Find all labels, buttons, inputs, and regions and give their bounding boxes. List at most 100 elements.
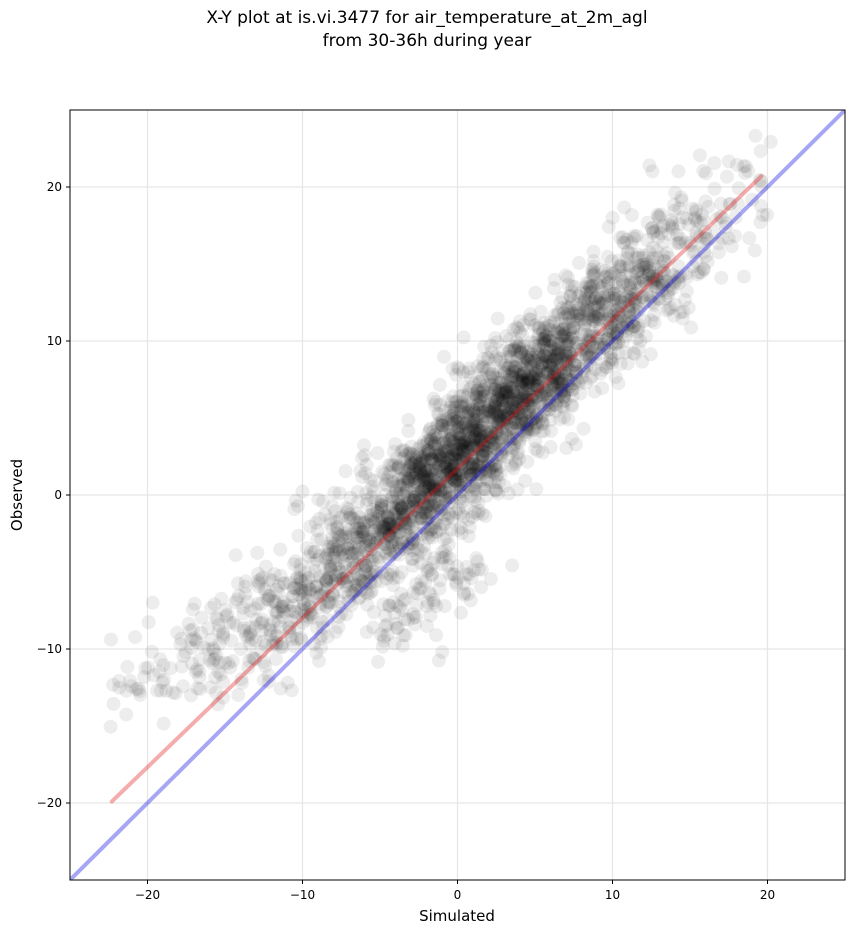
- data-point: [450, 447, 465, 462]
- data-point: [374, 502, 389, 517]
- data-point: [466, 432, 481, 447]
- data-point: [445, 451, 460, 466]
- data-point: [763, 134, 778, 149]
- data-point: [194, 610, 209, 625]
- data-point: [342, 530, 357, 545]
- data-point: [204, 632, 219, 647]
- data-point: [266, 594, 281, 609]
- data-point: [692, 148, 707, 163]
- data-point: [471, 438, 486, 453]
- data-point: [421, 530, 436, 545]
- data-point: [357, 556, 372, 571]
- data-point: [378, 608, 393, 623]
- data-point: [447, 460, 462, 475]
- data-point: [337, 557, 352, 572]
- data-point: [466, 425, 481, 440]
- data-point: [452, 452, 467, 467]
- data-point: [458, 438, 473, 453]
- data-point: [351, 591, 366, 606]
- data-point: [586, 244, 601, 259]
- data-point: [433, 415, 448, 430]
- data-point: [410, 535, 425, 550]
- data-point: [325, 499, 340, 514]
- data-point: [446, 427, 461, 442]
- data-point: [470, 442, 485, 457]
- data-point: [346, 560, 361, 575]
- data-point: [473, 467, 488, 482]
- data-point: [339, 607, 354, 622]
- data-point: [253, 616, 268, 631]
- data-point: [306, 556, 321, 571]
- data-point: [427, 481, 442, 496]
- data-point: [385, 538, 400, 553]
- data-point: [405, 543, 420, 558]
- data-point: [409, 467, 424, 482]
- data-point: [353, 521, 368, 536]
- data-point: [427, 520, 442, 535]
- data-point: [325, 531, 340, 546]
- data-point: [450, 463, 465, 478]
- data-point: [437, 427, 452, 442]
- data-point: [273, 568, 288, 583]
- data-point: [361, 513, 376, 528]
- data-point: [416, 473, 431, 488]
- data-point: [343, 536, 358, 551]
- data-point: [295, 484, 310, 499]
- data-point: [381, 527, 396, 542]
- data-point: [451, 502, 466, 517]
- data-point: [395, 507, 410, 522]
- data-point: [340, 569, 355, 584]
- data-point: [292, 587, 307, 602]
- data-point: [444, 408, 459, 423]
- data-point: [426, 480, 441, 495]
- data-point: [319, 572, 334, 587]
- data-point: [665, 219, 680, 234]
- data-point: [475, 448, 490, 463]
- data-point: [457, 417, 472, 432]
- data-point: [356, 573, 371, 588]
- data-point: [261, 593, 276, 608]
- data-point: [417, 489, 432, 504]
- data-point: [459, 473, 474, 488]
- data-point: [443, 453, 458, 468]
- data-point: [484, 438, 499, 453]
- data-point: [424, 451, 439, 466]
- data-point: [484, 345, 499, 360]
- data-point: [332, 545, 347, 560]
- data-point: [431, 481, 446, 496]
- data-point: [436, 418, 451, 433]
- data-point: [396, 451, 411, 466]
- x-tick-label: 0: [454, 888, 462, 902]
- data-point: [450, 412, 465, 427]
- data-point: [366, 507, 381, 522]
- data-point: [454, 526, 469, 541]
- data-point: [263, 623, 278, 638]
- data-point: [247, 651, 262, 666]
- data-point: [377, 509, 392, 524]
- data-point: [429, 464, 444, 479]
- data-point: [277, 576, 292, 591]
- data-point: [470, 430, 485, 445]
- data-point: [231, 688, 246, 703]
- data-point: [353, 515, 368, 530]
- data-point: [426, 466, 441, 481]
- data-point: [458, 448, 473, 463]
- data-point: [484, 460, 499, 475]
- data-point: [311, 653, 326, 668]
- data-point: [423, 489, 438, 504]
- data-point: [411, 476, 426, 491]
- data-point: [306, 610, 321, 625]
- data-point: [428, 524, 443, 539]
- data-point: [322, 559, 337, 574]
- data-point: [482, 435, 497, 450]
- data-point: [404, 466, 419, 481]
- data-point: [370, 446, 385, 461]
- data-point: [394, 444, 409, 459]
- data-point: [248, 652, 263, 667]
- data-point: [430, 482, 445, 497]
- data-point: [448, 448, 463, 463]
- data-point: [404, 536, 419, 551]
- data-point: [432, 448, 447, 463]
- data-point: [448, 474, 463, 489]
- data-point: [323, 562, 338, 577]
